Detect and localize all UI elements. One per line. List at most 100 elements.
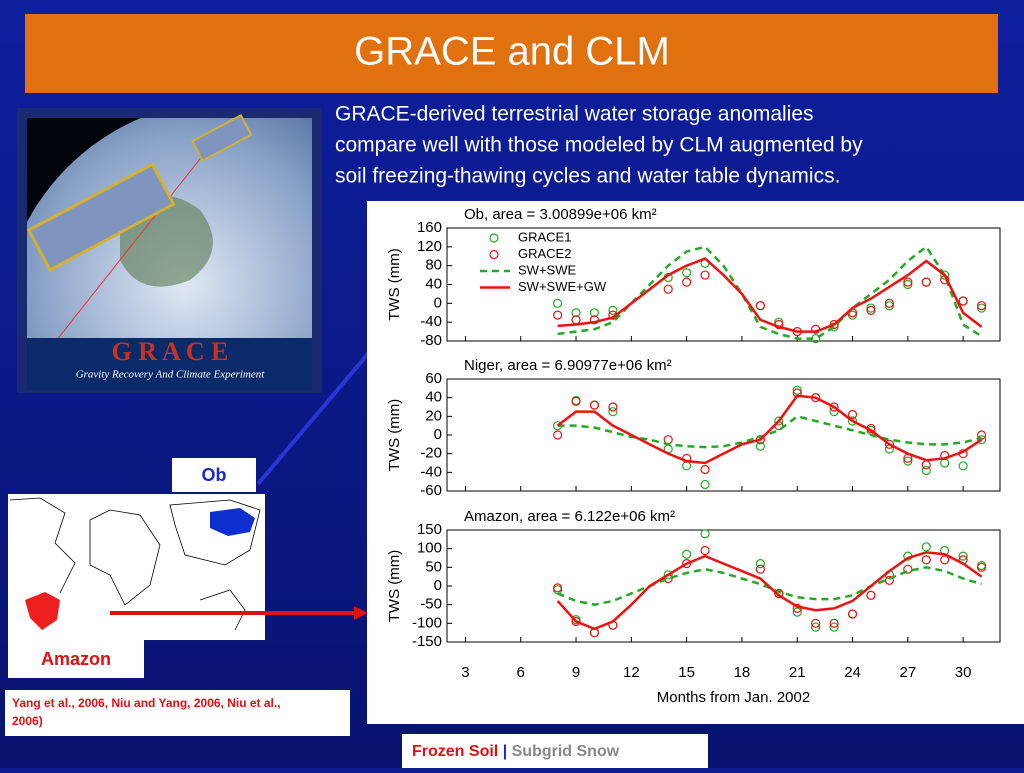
data-point — [774, 588, 784, 599]
data-point — [958, 551, 968, 561]
data-point — [755, 301, 765, 311]
footer-text: Frozen Soil | Subgrid Snow — [412, 743, 620, 760]
footer: Frozen Soil | Subgrid Snow — [402, 734, 708, 768]
data-line — [556, 394, 983, 465]
data-point — [903, 456, 913, 466]
data-point — [755, 441, 765, 451]
x-tick-label: 15 — [678, 664, 695, 681]
y-tick-label: 80 — [425, 257, 442, 274]
data-point — [884, 575, 895, 586]
y-tick-label: 40 — [425, 389, 442, 406]
data-point — [976, 303, 987, 313]
data-point — [866, 303, 876, 313]
data-point — [608, 305, 618, 315]
y-axis-label: TWS (mm) — [386, 550, 403, 622]
data-line — [556, 551, 983, 631]
grace-image: G R A C E Gravity Recovery And Climate E… — [17, 108, 322, 393]
x-tick-label: 18 — [734, 664, 751, 681]
y-tick-label: -80 — [420, 332, 442, 349]
data-point — [682, 268, 692, 278]
data-point — [921, 277, 931, 287]
y-tick-label: 60 — [425, 370, 442, 387]
data-point — [903, 277, 913, 287]
data-point — [700, 545, 710, 556]
map: Ob Amazon — [8, 302, 412, 678]
y-tick-label: -20 — [420, 445, 442, 462]
data-point — [571, 308, 581, 318]
paragraph: GRACE-derived terrestrial water storage … — [335, 103, 863, 188]
legend-marker — [489, 249, 499, 260]
map-label-ob: Ob — [202, 465, 227, 485]
data-point — [608, 407, 618, 417]
data-point — [552, 310, 563, 320]
x-tick-label: 12 — [623, 664, 640, 681]
x-tick-label: 6 — [517, 664, 525, 681]
data-point — [552, 583, 563, 593]
chart-title: Niger, area = 6.90977e+06 km² — [464, 357, 672, 374]
data-point — [884, 439, 895, 449]
data-point — [755, 564, 765, 574]
data-point — [811, 618, 821, 628]
y-tick-label: 0 — [434, 577, 442, 594]
title-banner — [25, 14, 998, 93]
data-point — [755, 558, 765, 569]
y-tick-label: 40 — [425, 275, 442, 292]
x-tick-label: 30 — [955, 664, 972, 681]
x-tick-label: 24 — [844, 664, 861, 681]
data-point — [829, 319, 839, 330]
legend-label: SW+SWE — [518, 262, 576, 277]
data-point — [921, 542, 931, 552]
data-point — [589, 400, 600, 410]
charts: Ob, area = 3.00899e+06 km² TWS (mm) -80 -40… — [386, 206, 1001, 706]
data-point — [829, 622, 839, 632]
legend-label: SW+SWE+GW — [518, 279, 607, 294]
legend-marker — [489, 233, 499, 243]
x-tick-label: 3 — [461, 664, 469, 681]
data-point — [608, 402, 618, 412]
data-point — [921, 555, 931, 565]
data-point — [847, 409, 858, 420]
map-label-amazon: Amazon — [41, 649, 111, 669]
data-point — [682, 549, 692, 559]
y-tick-label: -150 — [412, 633, 442, 650]
data-point — [829, 402, 839, 412]
x-tick-label: 21 — [789, 664, 806, 681]
y-tick-label: 0 — [434, 426, 442, 443]
data-point — [811, 622, 821, 632]
chart-title: Amazon, area = 6.122e+06 km² — [464, 508, 675, 525]
y-tick-label: 160 — [417, 219, 442, 236]
footer-active[interactable]: Frozen Soil — [412, 743, 498, 760]
x-axis-label: Months from Jan. 2002 — [657, 689, 810, 706]
data-point — [958, 296, 968, 306]
data-point — [903, 279, 913, 290]
x-tick-label: 9 — [572, 664, 580, 681]
data-point — [663, 570, 673, 580]
y-tick-label: -40 — [420, 463, 442, 480]
data-point — [663, 284, 673, 294]
y-tick-label: -100 — [412, 614, 442, 631]
data-point — [847, 416, 858, 426]
data-point — [700, 464, 710, 475]
data-point — [884, 298, 895, 308]
data-point — [958, 461, 968, 471]
paragraph-line: soil freezing-thawing cycles and water t… — [335, 165, 840, 188]
data-point — [940, 555, 950, 565]
data-point — [829, 618, 839, 628]
legend-label: GRACE2 — [518, 246, 571, 261]
y-tick-label: -60 — [420, 482, 442, 499]
slide-title: GRACE and CLM — [354, 30, 670, 74]
data-point — [940, 270, 950, 280]
data-point — [682, 277, 692, 287]
data-point — [571, 396, 581, 406]
data-point — [884, 301, 895, 311]
y-tick-label: 0 — [434, 294, 442, 311]
paragraph-line: compare well with those modeled by CLM a… — [335, 134, 863, 157]
footer-other[interactable]: Subgrid Snow — [512, 743, 620, 760]
paragraph-line: GRACE-derived terrestrial water storage … — [335, 103, 814, 126]
grace-caption: Gravity Recovery And Climate Experiment — [76, 369, 266, 381]
data-point — [589, 308, 600, 318]
y-tick-label: 20 — [425, 407, 442, 424]
data-point — [976, 301, 987, 311]
data-point — [921, 465, 931, 476]
